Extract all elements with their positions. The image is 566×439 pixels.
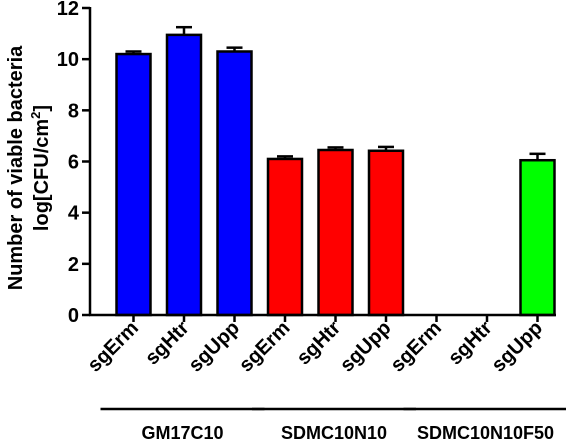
y-tick-label: 0 <box>68 305 79 327</box>
x-tick-label: sgErm <box>83 317 143 377</box>
bar <box>115 52 152 317</box>
bar <box>367 149 405 317</box>
bar <box>266 157 304 317</box>
y-axis: 0 2 4 6 8 10 12 <box>57 0 92 327</box>
y-tick-label: 8 <box>68 100 79 122</box>
y-tick-label: 2 <box>68 254 79 276</box>
bar <box>519 158 556 317</box>
y-axis-label-line1: Number of viable bacteria <box>5 45 27 290</box>
y-tick-label: 6 <box>68 152 79 174</box>
x-tick-label: sgUpp <box>184 317 244 377</box>
x-tick-label: sgErm <box>235 317 295 377</box>
y-axis-label-line2: log[CFU/cm2] <box>28 105 53 231</box>
bar <box>317 148 354 317</box>
y-axis-label: Number of viable bacteria log[CFU/cm2] <box>5 45 53 290</box>
bars <box>115 25 556 317</box>
x-tick-label: sgUpp <box>487 317 547 377</box>
group-label: GM17C10 <box>141 423 223 439</box>
bar <box>216 50 253 317</box>
group-label: SDMC10N10F50 <box>417 423 554 439</box>
x-axis: sgErmsgHtrsgUppsgErmsgHtrsgUppsgErmsgHtr… <box>83 313 556 377</box>
bar <box>165 33 203 317</box>
y-tick-label: 4 <box>68 203 80 225</box>
x-tick-label: sgErm <box>386 317 446 377</box>
group-label: SDMC10N10 <box>281 423 387 439</box>
y-axis-label-line2-sup: 2 <box>28 112 43 119</box>
x-tick-label: sgUpp <box>336 317 396 377</box>
y-tick-label: 12 <box>57 0 79 20</box>
y-axis-label-line2-suffix: ] <box>31 105 53 112</box>
y-axis-label-line2-prefix: log[CFU/cm <box>31 119 53 231</box>
y-tick-label: 10 <box>57 49 79 71</box>
group-labels: GM17C10 SDMC10N10 SDMC10N10F50 <box>100 407 566 439</box>
